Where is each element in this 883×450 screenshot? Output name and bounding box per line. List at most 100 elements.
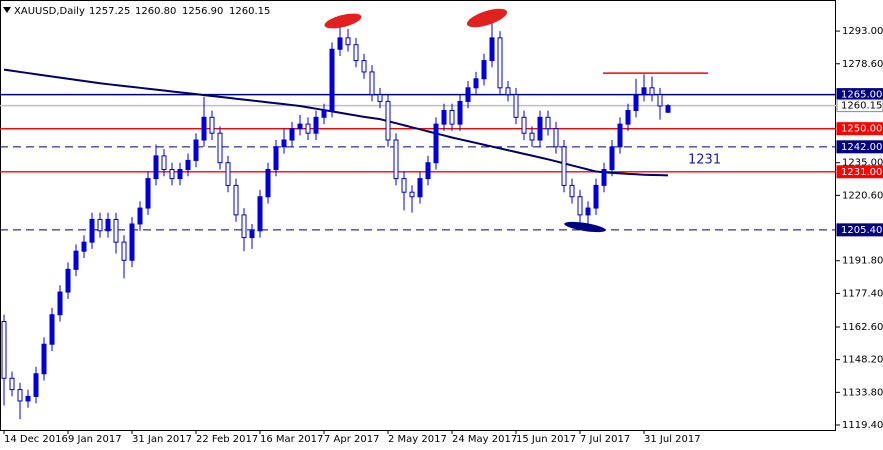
candle-body [425, 162, 431, 180]
candle-body [657, 94, 663, 107]
candle-body [313, 116, 319, 134]
candle-body [481, 60, 487, 80]
candle-body [289, 128, 295, 141]
candle-body [41, 343, 47, 375]
candle-body [321, 110, 327, 118]
annotation: 1231 [688, 153, 721, 168]
level-label-box [836, 223, 883, 237]
candle-body [433, 123, 439, 164]
candle-body [345, 37, 351, 46]
menu-triangle [3, 7, 11, 13]
candle-body [577, 196, 583, 216]
candle-body [273, 146, 279, 171]
candle-body [513, 94, 519, 118]
candle-body [545, 116, 551, 130]
candle-body [217, 132, 223, 164]
y-tick-label: 1220.60 [842, 190, 883, 201]
candle-body [265, 169, 271, 198]
x-tick-label: 31 Jul 2017 [644, 434, 701, 445]
candle-body [33, 373, 39, 397]
candle-body [193, 139, 199, 161]
x-tick-label: 16 Mar 2017 [260, 434, 323, 445]
candle-body [561, 146, 567, 186]
y-tick-label: 1235.00 [842, 158, 883, 169]
candle-body [369, 71, 375, 96]
plot-frame [0, 0, 836, 431]
candle-body [449, 110, 455, 125]
candle-body [337, 37, 343, 50]
x-tick-label: 24 May 2017 [452, 434, 517, 445]
candle-body [113, 218, 119, 243]
candle-body [457, 100, 463, 125]
level-label: 1265.00 [841, 90, 882, 101]
candle-body [385, 100, 391, 141]
level-label-box [836, 99, 883, 113]
candle-body [537, 116, 543, 141]
candle-body [201, 116, 207, 141]
candle-body [297, 123, 303, 130]
candle-body [185, 159, 191, 171]
bottom-marker [564, 221, 606, 233]
candle-body [233, 184, 239, 216]
x-tick-label: 22 Feb 2017 [196, 434, 258, 445]
candle-body [153, 155, 159, 180]
x-tick-label: 9 Jan 2017 [68, 434, 122, 445]
level-label-box [836, 165, 883, 179]
candle-body [249, 230, 255, 239]
candle-body [169, 169, 175, 180]
candle-body [97, 218, 103, 232]
x-tick-label: 7 Jul 2017 [580, 434, 630, 445]
open-text: 1257.25 [89, 6, 130, 17]
symbol: XAUUSD,Daily [14, 6, 85, 17]
high-text: 1260.80 [135, 6, 176, 17]
y-tick-label: 1278.60 [842, 59, 883, 70]
candle-body [649, 87, 655, 96]
candle-body [281, 139, 287, 148]
candle-body [665, 105, 671, 113]
level-label: 1205.40 [841, 225, 882, 236]
candle-body [9, 377, 15, 391]
candle-body [49, 314, 55, 345]
candle-body [409, 191, 415, 198]
candle-body [641, 87, 647, 96]
candle-body [529, 132, 535, 141]
candle-body [489, 37, 495, 62]
candle-body [137, 207, 143, 225]
candle-body [609, 146, 615, 171]
candle-body [105, 218, 111, 232]
candle-body [569, 184, 575, 198]
candle-body [601, 169, 607, 186]
candle-body [129, 223, 135, 261]
level-label: 1231.00 [841, 167, 882, 178]
top-marker [324, 13, 362, 29]
candle-body [633, 94, 639, 112]
y-tick-label: 1133.80 [842, 387, 883, 398]
candle-body [497, 37, 503, 89]
candle-body [441, 110, 447, 125]
close-text: 1260.15 [229, 6, 270, 17]
candle-body [417, 178, 423, 198]
candle-body [81, 241, 87, 252]
candle-body [177, 169, 183, 180]
candle-body [225, 162, 231, 186]
candle-body [505, 87, 511, 96]
y-tick-label: 1119.40 [842, 420, 883, 431]
candle-body [473, 78, 479, 89]
y-tick-label: 1191.80 [842, 256, 883, 267]
candle-body [553, 128, 559, 148]
candle-body [377, 94, 383, 102]
candle-body [625, 110, 631, 125]
moving-average [3, 68, 669, 177]
y-tick-label: 1177.40 [842, 288, 883, 299]
candle-body [161, 155, 167, 171]
y-tick-label: 1148.20 [842, 355, 883, 366]
top-marker [466, 8, 508, 28]
candle-body [57, 291, 63, 316]
candle-body [585, 207, 591, 216]
candle-body [329, 48, 335, 112]
candle-body [73, 250, 79, 270]
candle-body [25, 395, 31, 402]
x-tick-label: 31 Jan 2017 [132, 434, 192, 445]
candle-body [65, 268, 71, 293]
